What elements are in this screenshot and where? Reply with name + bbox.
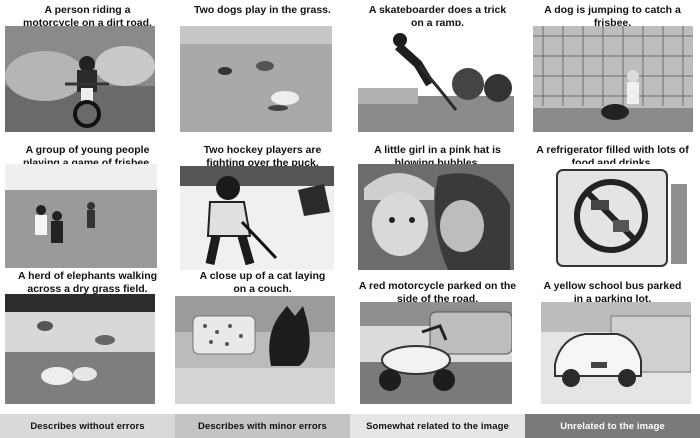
- caption-10: A close up of a cat laying on a couch.: [199, 270, 326, 295]
- grid-cell-2: Two dogs play in the grass.: [175, 0, 350, 138]
- photo-street-sign: [533, 164, 693, 270]
- photo-girl-pink-hat: [358, 164, 514, 270]
- grid-cell-8: A refrigerator filled with lots of food …: [525, 140, 700, 278]
- photo-yellow-car: [541, 302, 691, 404]
- photo-motorcycle-parked: [360, 302, 512, 404]
- grid-cell-12: A yellow school bus parked in a parking …: [525, 280, 700, 412]
- caption-3: A skateboarder does a trick on a ramp.: [368, 4, 507, 29]
- photo-skateboarder-ramp: [358, 26, 514, 132]
- grid-cell-4: A dog is jumping to catch a frisbee.: [525, 0, 700, 138]
- legend-describes-without-errors: Describes without errors: [0, 414, 175, 438]
- photo-elephants-field: [5, 294, 155, 404]
- caption-6: Two hockey players are fighting over the…: [203, 144, 322, 169]
- rating-legend-bar: Describes without errors Describes with …: [0, 414, 700, 438]
- image-caption-grid: A person riding a motorcycle on a dirt r…: [0, 0, 700, 412]
- legend-somewhat-related: Somewhat related to the image: [350, 414, 525, 438]
- grid-cell-1: A person riding a motorcycle on a dirt r…: [0, 0, 175, 138]
- grid-cell-7: A little girl in a pink hat is blowing b…: [350, 140, 525, 278]
- caption-1: A person riding a motorcycle on a dirt r…: [23, 4, 152, 29]
- grid-cell-11: A red motorcycle parked on the side of t…: [350, 280, 525, 412]
- photo-frisbee-game: [5, 164, 157, 268]
- caption-4: A dog is jumping to catch a frisbee.: [544, 4, 681, 29]
- grid-cell-9: A herd of elephants walking across a dry…: [0, 270, 175, 412]
- grid-cell-3: A skateboarder does a trick on a ramp.: [350, 0, 525, 138]
- photo-hockey-players: [180, 166, 334, 270]
- caption-9: A herd of elephants walking across a dry…: [17, 270, 158, 295]
- grid-cell-6: Two hockey players are fighting over the…: [175, 140, 350, 278]
- caption-11: A red motorcycle parked on the side of t…: [358, 280, 517, 305]
- photo-motorcycle-dirt-road: [5, 26, 155, 132]
- legend-unrelated: Unrelated to the image: [525, 414, 700, 438]
- legend-describes-with-minor-errors: Describes with minor errors: [175, 414, 350, 438]
- photo-cat-on-couch: [175, 296, 335, 404]
- caption-12: A yellow school bus parked in a parking …: [543, 280, 682, 305]
- grid-cell-5: A group of young people playing a game o…: [0, 140, 175, 278]
- grid-cell-10: A close up of a cat laying on a couch.: [175, 270, 350, 412]
- caption-2: Two dogs play in the grass.: [194, 4, 331, 16]
- photo-dogs-in-grass: [180, 26, 332, 132]
- photo-dog-catching-frisbee: [533, 26, 693, 132]
